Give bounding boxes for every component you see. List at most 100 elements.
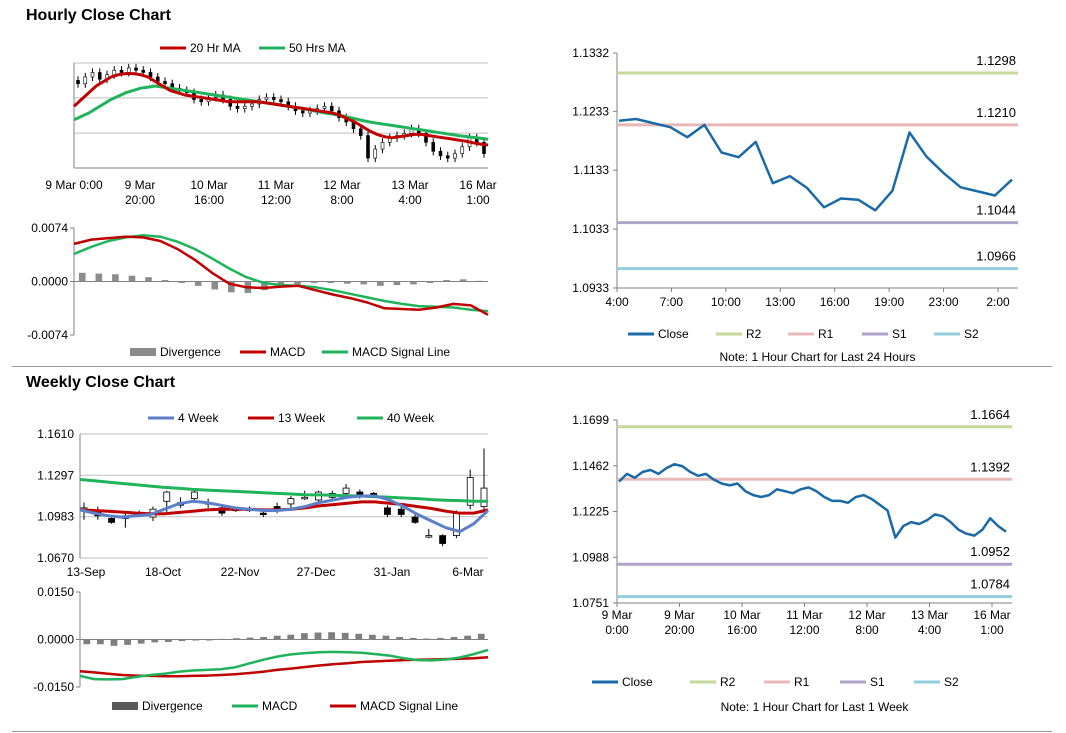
hourly-divergence-bar bbox=[78, 272, 86, 282]
hourly-divergence-bar bbox=[95, 273, 103, 282]
hourly-candle-body bbox=[438, 151, 443, 157]
weekly-candle-body bbox=[397, 508, 405, 515]
hourly-24h-s1-label: 1.1044 bbox=[976, 203, 1016, 218]
hourly-price-xtick-label: 9 Mar bbox=[125, 178, 156, 192]
hourly-24h-r1-label: 1.1210 bbox=[976, 105, 1016, 120]
hourly-divergence-bar bbox=[112, 274, 119, 282]
weekly-1w-note: Note: 1 Hour Chart for Last 1 Week bbox=[721, 700, 910, 714]
hourly-price-xtick-label: 1:00 bbox=[466, 193, 490, 207]
weekly-divergence-bar bbox=[396, 636, 403, 640]
hourly-candle-body bbox=[90, 72, 95, 78]
weekly-divergence-bar bbox=[260, 636, 267, 640]
hourly-candle-body bbox=[322, 105, 327, 109]
weekly-divergence-bar bbox=[423, 638, 431, 640]
weekly-divergence-bar bbox=[409, 637, 417, 640]
hourly-ma50-line bbox=[73, 84, 489, 141]
weekly-candle-body bbox=[163, 491, 171, 502]
weekly-1w-ytick-label: 1.0751 bbox=[572, 596, 609, 610]
hourly-price-xtick-label: 20:00 bbox=[125, 193, 155, 207]
weekly-divergence-bar bbox=[233, 638, 240, 640]
hourly-candle-body bbox=[279, 99, 283, 103]
hourly-candle-body bbox=[460, 146, 465, 154]
weekly-legend-13-week-label: 13 Week bbox=[278, 411, 326, 425]
weekly-1w-xtick-label: 9 Mar bbox=[602, 608, 633, 622]
hourly-candle-body bbox=[453, 153, 457, 159]
hourly-24h-ytick-label: 1.0933 bbox=[572, 281, 609, 295]
hourly-24h-legend-r1-label: R1 bbox=[818, 327, 834, 341]
weekly-divergence-bar bbox=[137, 639, 145, 644]
hourly-divergence-bar bbox=[426, 281, 434, 283]
weekly-1w-r1-label: 1.1392 bbox=[970, 459, 1010, 474]
weekly-macd-legend-macd-label: MACD bbox=[262, 699, 298, 713]
hourly-section-title: Hourly Close Chart bbox=[26, 7, 171, 24]
weekly-divergence-bar bbox=[287, 634, 295, 640]
weekly-1w-ytick-label: 1.1225 bbox=[572, 505, 609, 519]
weekly-1w-legend-s1-label: S1 bbox=[870, 675, 885, 689]
hourly-macd-ytick-label: 0.0074 bbox=[31, 221, 68, 235]
weekly-divergence-bar bbox=[192, 639, 199, 641]
hourly-candle-body bbox=[264, 96, 269, 100]
hourly-candle-body bbox=[126, 67, 131, 73]
weekly-1w-legend-close-label: Close bbox=[622, 675, 653, 689]
hourly-price-xtick-label: 16 Mar bbox=[459, 178, 496, 192]
weekly-1w-xtick-label: 8:00 bbox=[855, 623, 879, 637]
weekly-price-xtick-label: 18-Oct bbox=[145, 565, 182, 579]
hourly-price-xtick-label: 4:00 bbox=[398, 193, 422, 207]
hourly-24h-legend-s2-label: S2 bbox=[964, 327, 979, 341]
hourly-macd-ytick-label: -0.0074 bbox=[27, 328, 68, 342]
hourly-price-xtick-label: 8:00 bbox=[330, 193, 354, 207]
hourly-macd-legend-divergence-swatch bbox=[130, 348, 156, 356]
hourly-24h-note: Note: 1 Hour Chart for Last 24 Hours bbox=[719, 350, 915, 364]
weekly-divergence-bar bbox=[124, 639, 131, 645]
weekly-1w-xtick-label: 10 Mar bbox=[723, 608, 760, 622]
hourly-candle-body bbox=[76, 80, 80, 85]
hourly-candle-body bbox=[163, 81, 167, 85]
hourly-divergence-bar bbox=[128, 275, 136, 282]
weekly-divergence-bar bbox=[369, 634, 376, 640]
hourly-candle-body bbox=[134, 67, 138, 71]
hourly-divergence-bar bbox=[393, 281, 401, 286]
weekly-candle-body bbox=[384, 507, 391, 515]
hourly-24h-xtick-label: 10:00 bbox=[711, 295, 741, 309]
weekly-macd-ytick-label: -0.0150 bbox=[33, 680, 74, 694]
hourly-candle-body bbox=[97, 72, 102, 80]
weekly-divergence-bar bbox=[464, 635, 471, 640]
hourly-candle-body bbox=[424, 133, 428, 143]
hourly-divergence-bar bbox=[178, 281, 185, 283]
weekly-divergence-bar bbox=[219, 638, 227, 640]
weekly-price-xtick-label: 22-Nov bbox=[221, 565, 260, 579]
hourly-24h-ytick-label: 1.1332 bbox=[572, 46, 609, 60]
weekly-price-ytick-label: 1.1297 bbox=[37, 468, 74, 482]
hourly-candle-body bbox=[141, 69, 146, 73]
hourly-macd-legend-divergence-label: Divergence bbox=[160, 345, 221, 359]
hourly-candle-body bbox=[380, 142, 385, 150]
hourly-divergence-bar bbox=[343, 281, 351, 284]
hourly-price-xtick-label: 11 Mar bbox=[258, 178, 294, 192]
weekly-1w-xtick-label: 20:00 bbox=[664, 623, 694, 637]
weekly-divergence-bar bbox=[178, 639, 186, 642]
weekly-1w-close-line bbox=[618, 462, 1007, 539]
hourly-divergence-bar bbox=[327, 281, 334, 283]
weekly-divergence-bar bbox=[355, 633, 363, 640]
weekly-candle-body bbox=[287, 498, 295, 505]
hourly-price-xtick-label: 12 Mar bbox=[323, 178, 360, 192]
hourly-candle-body bbox=[373, 148, 378, 159]
hourly-candle-body bbox=[112, 69, 117, 76]
weekly-1w-xtick-label: 0:00 bbox=[605, 623, 629, 637]
weekly-macd-ytick-label: 0.0150 bbox=[37, 585, 74, 599]
weekly-1w-s1-label: 1.0952 bbox=[970, 544, 1010, 559]
section-divider bbox=[12, 366, 1052, 367]
hourly-ma20-line bbox=[72, 72, 489, 147]
weekly-1w-xtick-label: 12 Mar bbox=[848, 608, 885, 622]
hourly-candle-body bbox=[445, 155, 450, 159]
hourly-candle-body bbox=[250, 103, 254, 107]
hourly-divergence-bar bbox=[261, 281, 268, 291]
hourly-candle-body bbox=[235, 105, 240, 109]
weekly-ma13-line bbox=[79, 500, 489, 516]
hourly-candle-body bbox=[242, 105, 247, 109]
weekly-divergence-bar bbox=[382, 635, 390, 640]
hourly-candle-body bbox=[358, 128, 363, 136]
weekly-candle-body bbox=[425, 535, 433, 538]
hourly-price-xtick-label: 10 Mar bbox=[190, 178, 227, 192]
